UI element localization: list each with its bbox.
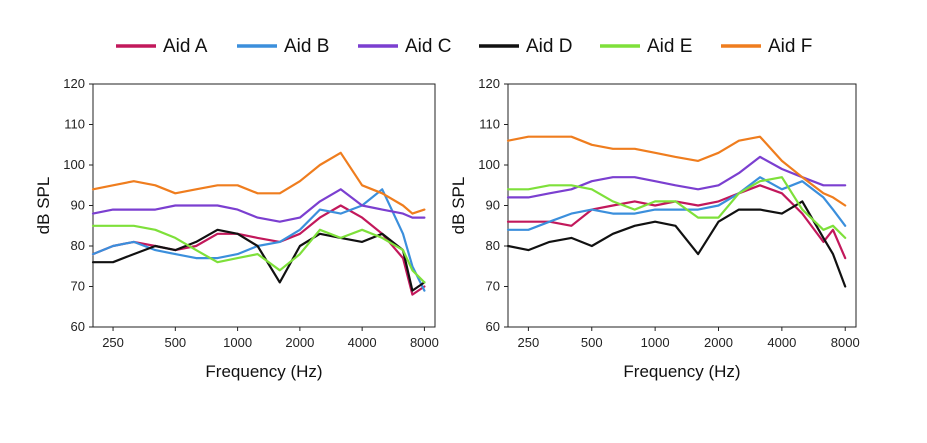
y-tick-label: 100 bbox=[63, 157, 85, 172]
series-line-aid-e bbox=[91, 224, 426, 284]
x-tick-label: 250 bbox=[518, 335, 540, 350]
series-line-aid-f bbox=[91, 151, 426, 215]
series-line-aid-c bbox=[91, 188, 426, 223]
y-tick-label: 70 bbox=[486, 279, 500, 294]
legend-label: Aid F bbox=[768, 36, 812, 57]
y-tick-label: 90 bbox=[71, 198, 85, 213]
legend-item-aid-f: Aid F bbox=[721, 36, 812, 57]
legend: Aid A Aid B Aid C Aid D Aid E Aid F bbox=[116, 36, 812, 57]
legend-label: Aid C bbox=[405, 36, 451, 57]
y-tick-label: 80 bbox=[71, 238, 85, 253]
x-tick-label: 4000 bbox=[348, 335, 377, 350]
x-tick-label: 1000 bbox=[641, 335, 670, 350]
legend-item-aid-a: Aid A bbox=[116, 36, 208, 57]
y-tick-label: 80 bbox=[486, 238, 500, 253]
x-axis-label: Frequency (Hz) bbox=[205, 362, 322, 381]
series-line-aid-a bbox=[506, 184, 847, 260]
y-axis-label: dB SPL bbox=[449, 177, 468, 235]
x-tick-label: 4000 bbox=[767, 335, 796, 350]
y-tick-label: 70 bbox=[71, 279, 85, 294]
y-tick-label: 90 bbox=[486, 198, 500, 213]
x-tick-label: 8000 bbox=[831, 335, 860, 350]
y-tick-label: 120 bbox=[478, 76, 500, 91]
series-line-aid-b bbox=[91, 188, 426, 292]
chart-right: 60 70 80 90 100 110 120 250 500 1000 2000 4000 8000 F… bbox=[449, 76, 860, 381]
y-tick-label: 60 bbox=[486, 319, 500, 334]
y-tick-label: 110 bbox=[64, 117, 85, 132]
chart-left: 60 70 80 90 100 110 120 250 500 1000 2000 4000 8000 F… bbox=[34, 76, 439, 381]
legend-label: Aid D bbox=[526, 36, 572, 57]
legend-item-aid-c: Aid C bbox=[358, 36, 451, 57]
x-tick-label: 2000 bbox=[285, 335, 314, 350]
y-tick-label: 60 bbox=[71, 319, 85, 334]
x-tick-label: 2000 bbox=[704, 335, 733, 350]
series-line-aid-d bbox=[91, 228, 426, 292]
x-tick-label: 500 bbox=[581, 335, 603, 350]
y-tick-label: 100 bbox=[478, 157, 500, 172]
legend-label: Aid A bbox=[163, 36, 208, 57]
series-line-aid-e bbox=[506, 176, 847, 239]
x-tick-label: 500 bbox=[164, 335, 186, 350]
series-line-aid-f bbox=[506, 135, 847, 207]
legend-item-aid-d: Aid D bbox=[479, 36, 572, 57]
legend-item-aid-b: Aid B bbox=[237, 36, 329, 57]
plot-area bbox=[92, 83, 436, 328]
x-tick-label: 250 bbox=[102, 335, 124, 350]
x-tick-label: 1000 bbox=[223, 335, 252, 350]
x-tick-label: 8000 bbox=[410, 335, 439, 350]
series-line-aid-d bbox=[506, 200, 847, 288]
legend-item-aid-e: Aid E bbox=[600, 36, 692, 57]
y-tick-label: 120 bbox=[63, 76, 85, 91]
y-axis-label: dB SPL bbox=[34, 177, 53, 235]
x-axis-label: Frequency (Hz) bbox=[623, 362, 740, 381]
legend-label: Aid E bbox=[647, 36, 692, 57]
y-tick-label: 110 bbox=[479, 117, 500, 132]
series-line-aid-c bbox=[506, 155, 847, 199]
legend-label: Aid B bbox=[284, 36, 329, 57]
